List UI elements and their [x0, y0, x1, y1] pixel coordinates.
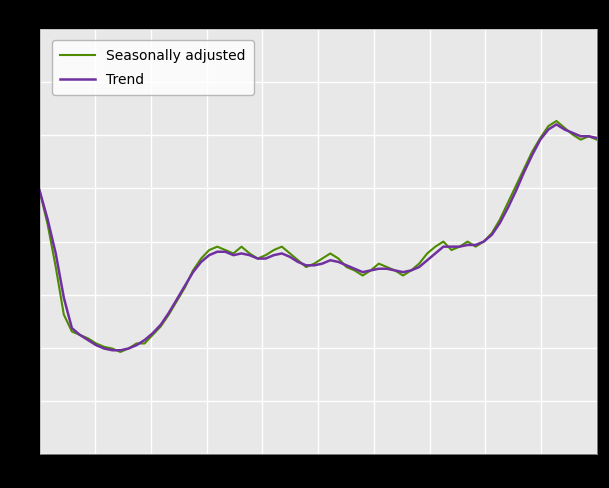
- Seasonally adjusted: [117, 349, 124, 355]
- Trend: [36, 188, 43, 194]
- Seasonally adjusted: [108, 346, 116, 351]
- Trend: [117, 347, 124, 353]
- Line: Trend: Trend: [40, 124, 597, 350]
- Trend: [278, 250, 286, 256]
- Seasonally adjusted: [278, 244, 286, 249]
- Seasonally adjusted: [214, 244, 221, 249]
- Seasonally adjusted: [553, 118, 560, 124]
- Trend: [214, 249, 221, 255]
- Seasonally adjusted: [351, 267, 358, 273]
- Trend: [521, 169, 528, 175]
- Seasonally adjusted: [593, 137, 600, 142]
- Trend: [108, 347, 116, 353]
- Legend: Seasonally adjusted, Trend: Seasonally adjusted, Trend: [52, 41, 254, 95]
- Trend: [553, 122, 560, 127]
- Seasonally adjusted: [36, 188, 43, 194]
- Trend: [173, 296, 180, 302]
- Trend: [351, 266, 358, 272]
- Trend: [593, 135, 600, 141]
- Seasonally adjusted: [173, 298, 180, 304]
- Line: Seasonally adjusted: Seasonally adjusted: [40, 121, 597, 352]
- Seasonally adjusted: [521, 165, 528, 171]
